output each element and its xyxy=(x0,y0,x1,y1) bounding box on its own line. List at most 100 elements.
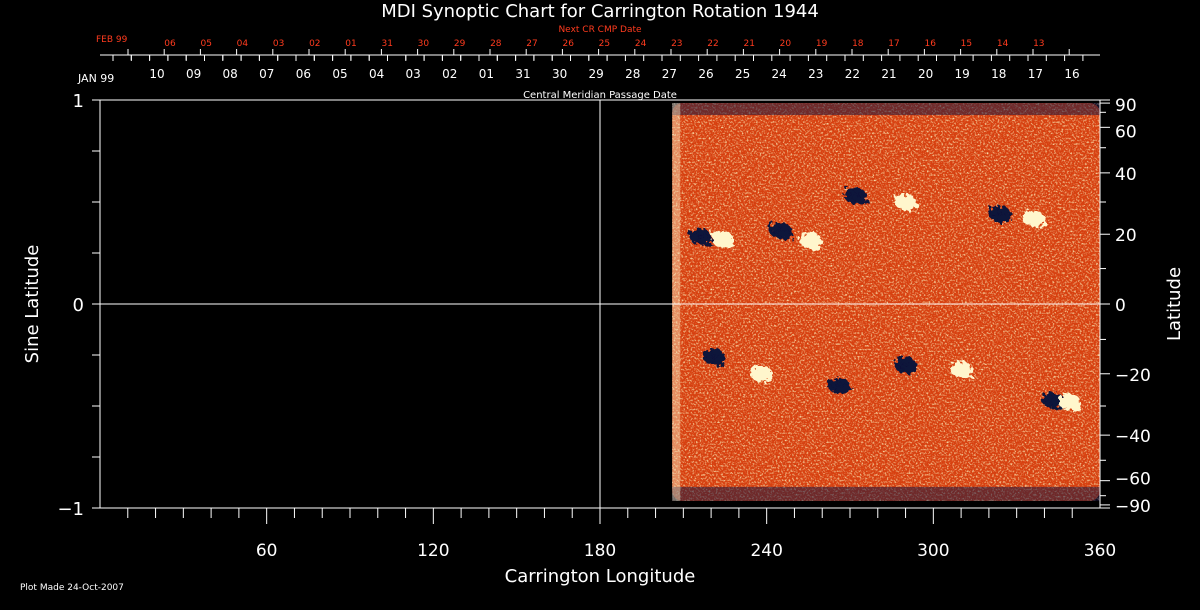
active-region-lobe xyxy=(827,378,838,387)
top-tick-label: 03 xyxy=(273,39,284,49)
x-axis: 60 120 180 240 300 360 xyxy=(127,508,1116,561)
x-tick-label: 180 xyxy=(584,541,616,561)
active-region-lobe xyxy=(702,350,713,359)
active-region-lobe xyxy=(689,229,699,238)
active-region-pos xyxy=(1022,210,1046,228)
top-tick-label: 01 xyxy=(345,39,356,49)
x-tick-label: 60 xyxy=(256,541,278,561)
y-right-tick-label: 90 xyxy=(1115,96,1137,116)
cmp-tick-label: 19 xyxy=(955,67,970,81)
active-region-lobe xyxy=(711,231,722,240)
y-right-tick-label: 20 xyxy=(1115,226,1137,246)
cmp-axis-ticks: 10 09 08 07 06 05 04 03 02 01 31 30 29 28 27 26 25 24 23 22… xyxy=(112,55,1084,81)
top-tick-label: 26 xyxy=(562,39,574,49)
active-region-neg xyxy=(827,377,851,395)
top-tick-label: 24 xyxy=(635,39,647,49)
active-region-lobe xyxy=(1067,400,1082,411)
top-tick-label: 04 xyxy=(237,39,249,49)
top-tick-label: 15 xyxy=(961,39,972,49)
active-region-lobe xyxy=(1058,394,1069,403)
top-tick-label: 27 xyxy=(526,39,537,49)
top-tick-label: 25 xyxy=(599,39,610,49)
top-tick-label: 20 xyxy=(780,39,792,49)
top-tick-label: 06 xyxy=(164,39,176,49)
y-right-tick-label: −60 xyxy=(1115,470,1151,490)
active-region-neg xyxy=(702,349,726,367)
top-tick-label: 14 xyxy=(997,39,1009,49)
y-axis-label-right: Latitude xyxy=(1164,267,1185,341)
cmp-tick-label: 16 xyxy=(1064,67,1079,81)
y-axis-left: 1 0 −1 xyxy=(57,91,100,520)
cmp-tick-label: 10 xyxy=(149,67,164,81)
x-axis-label: Carrington Longitude xyxy=(505,566,696,587)
active-region-lobe xyxy=(989,207,999,216)
top-axis-ticks: 06 05 04 03 02 01 31 30 29 28 27 26 25 24 23 22 21 20 19 18… xyxy=(127,39,1070,55)
cmp-tick-label: 28 xyxy=(625,67,640,81)
active-region-pos xyxy=(1058,393,1082,411)
cmp-tick-label: 31 xyxy=(515,67,530,81)
cmp-tick-label: 06 xyxy=(296,67,311,81)
cmp-tick-label: 04 xyxy=(369,67,384,81)
active-region-lobe xyxy=(853,194,868,205)
active-region-pos xyxy=(950,361,974,379)
active-region-lobe xyxy=(844,188,855,197)
cmp-tick-label: 21 xyxy=(881,67,896,81)
second-axis-label: Central Meridian Passage Date xyxy=(523,90,677,101)
cmp-tick-label: 01 xyxy=(479,67,494,81)
y-axis-label-left: Sine Latitude xyxy=(22,245,43,364)
south-polar-band xyxy=(672,486,1100,501)
magnetogram-data xyxy=(672,103,1100,501)
cmp-tick-label: 08 xyxy=(223,67,238,81)
cmp-tick-label: 30 xyxy=(552,67,567,81)
y-right-tick-label: −20 xyxy=(1115,366,1151,386)
cmp-tick-label: 05 xyxy=(332,67,347,81)
cmp-tick-label: 24 xyxy=(772,67,787,81)
y-right-tick-label: −90 xyxy=(1115,497,1151,517)
active-region-lobe xyxy=(1022,211,1033,220)
y-left-tick-label: −1 xyxy=(57,499,84,520)
top-tick-label: 17 xyxy=(888,39,899,49)
active-region-pos xyxy=(800,232,824,250)
cmp-tick-label: 03 xyxy=(406,67,421,81)
cmp-tick-label: 25 xyxy=(735,67,750,81)
top-tick-label: 21 xyxy=(743,39,754,49)
field-texture-dark xyxy=(672,103,1100,501)
cmp-tick-label: 23 xyxy=(808,67,823,81)
cmp-tick-label: 02 xyxy=(442,67,457,81)
y-right-tick-label: −40 xyxy=(1115,427,1151,447)
x-tick-label: 240 xyxy=(750,541,782,561)
active-region-lobe xyxy=(698,235,712,246)
top-tick-label: 22 xyxy=(707,39,718,49)
top-tick-label: 30 xyxy=(418,39,430,49)
active-region-lobe xyxy=(1031,217,1046,228)
cmp-tick-label: 20 xyxy=(918,67,933,81)
top-tick-label: 29 xyxy=(454,39,466,49)
chart-title: MDI Synoptic Chart for Carrington Rotati… xyxy=(381,1,819,22)
active-region-lobe xyxy=(903,201,918,211)
y-right-tick-label: 60 xyxy=(1115,122,1137,142)
active-region-pos xyxy=(711,230,735,248)
active-region-neg xyxy=(989,206,1012,224)
y-right-tick-label: 0 xyxy=(1115,296,1126,316)
top-tick-label: 05 xyxy=(200,39,211,49)
active-region-lobe xyxy=(959,368,974,379)
active-region-lobe xyxy=(894,195,905,203)
cmp-tick-label: 17 xyxy=(1028,67,1043,81)
top-tick-label: 16 xyxy=(924,39,936,49)
active-region-lobe xyxy=(750,366,761,375)
y-left-tick-label: 1 xyxy=(73,91,84,112)
second-axis-month: JAN 99 xyxy=(77,72,114,85)
active-region-neg xyxy=(689,228,712,246)
active-region-neg xyxy=(844,187,868,205)
top-tick-label: 13 xyxy=(1033,39,1044,49)
x-tick-label: 120 xyxy=(417,541,449,561)
active-region-lobe xyxy=(769,223,780,232)
active-region-lobe xyxy=(711,356,726,367)
active-region-lobe xyxy=(894,358,905,367)
top-tick-label: 28 xyxy=(490,39,502,49)
y-right-tick-label: 40 xyxy=(1115,165,1137,185)
cmp-tick-label: 26 xyxy=(698,67,713,81)
active-region-lobe xyxy=(836,384,851,395)
x-tick-label: 300 xyxy=(917,541,949,561)
cmp-tick-label: 09 xyxy=(186,67,201,81)
